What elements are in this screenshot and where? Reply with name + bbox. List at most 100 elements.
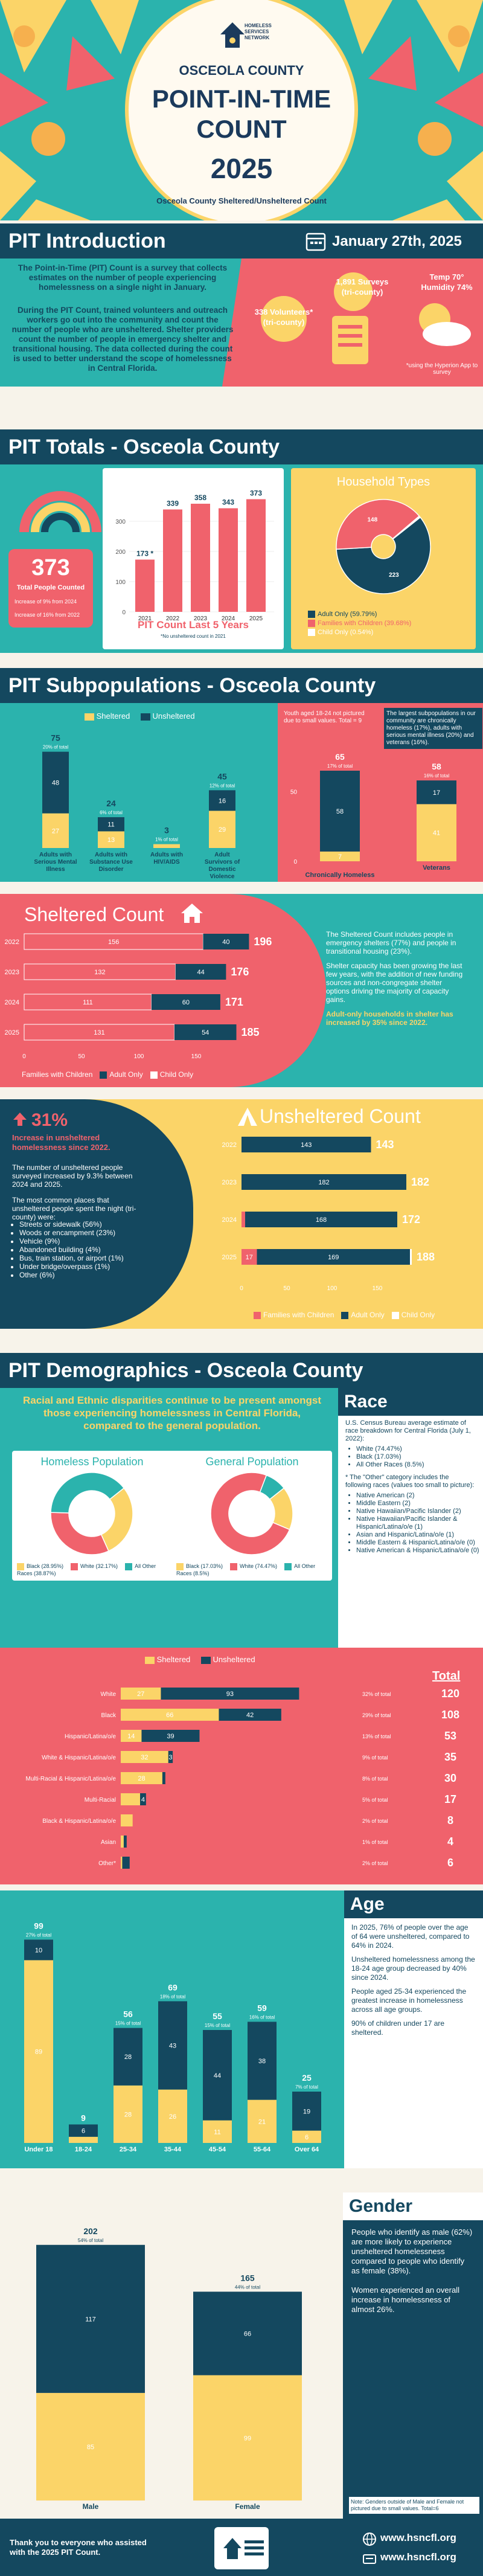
- sheltered-legend-item-text: Child Only: [159, 1070, 194, 1079]
- footer-url2[interactable]: www.hsncfl.org: [380, 2551, 456, 2563]
- title-line2: COUNT: [196, 115, 287, 143]
- race-bar-sheltered: [121, 1751, 168, 1763]
- category-label: 18-24: [75, 2146, 92, 2153]
- unsheltered-legend-item-swatch: [391, 1311, 399, 1319]
- unsheltered-legend-item: Adult Only: [341, 1311, 385, 1319]
- pit5-value-label: 173 *: [136, 550, 153, 558]
- bar-segment-unsheltered: [158, 2001, 187, 2090]
- hbar-segment-label: 169: [328, 1254, 339, 1261]
- bar-pct-label: 6% of total: [100, 810, 123, 815]
- race-bar-sheltered: [121, 1772, 162, 1784]
- hbar-segment-adult-only: [174, 1024, 237, 1040]
- segment-label: 117: [85, 2316, 96, 2323]
- youth-note: Youth aged 18-24 not pictured due to sma…: [284, 710, 365, 724]
- gender-panel: Gender People who identify as male (62%)…: [343, 2192, 483, 2519]
- gender-p1: People who identify as male (62%) are mo…: [351, 2228, 473, 2275]
- race-bar-sheltered: [121, 1709, 219, 1721]
- hbar-segment-adult-only: [151, 994, 220, 1010]
- bar-pct-label: 15% of total: [205, 2023, 230, 2028]
- hbar-total-label: 172: [402, 1213, 420, 1225]
- general-legend-item: All Other Races (8.5%): [176, 1563, 315, 1576]
- race-segment-label: 14: [127, 1733, 135, 1740]
- bar-segment-unsheltered: [69, 2124, 98, 2137]
- gender-p2: Women experienced an overall increase in…: [351, 2285, 459, 2314]
- race-segment-label: 32: [141, 1754, 148, 1761]
- homeless-legend-item: All Other Races (38.87%): [17, 1563, 156, 1576]
- race-pct-label: 29% of total: [362, 1712, 391, 1718]
- general-legend-item-text: All Other Races (8.5%): [176, 1563, 316, 1576]
- pit5-xtick: 2024: [222, 615, 235, 622]
- pit5-xtick: 2022: [166, 615, 180, 622]
- general-pop-slice: [210, 1472, 290, 1555]
- footer-url1[interactable]: www.hsncfl.org: [380, 2532, 456, 2543]
- hbar-total-label: 196: [254, 936, 272, 948]
- household-legend: Adult Only (59.79%) Families with Childre…: [308, 611, 418, 638]
- homeless-legend-item: Black (28.95%): [17, 1563, 64, 1570]
- pop-panel: Homeless Population General Population B…: [12, 1451, 332, 1581]
- sheltered-para1: The Sheltered Count includes people in e…: [326, 930, 456, 956]
- sheltered-legend-item: Adult Only: [100, 1070, 143, 1079]
- segment-label: 29: [219, 826, 226, 834]
- pit5-ytick: 100: [115, 579, 126, 586]
- bar-segment-unsheltered: [193, 2292, 302, 2375]
- pit5-bar: [135, 559, 155, 612]
- homeless-legend-item-text: Black (28.95%): [27, 1563, 64, 1570]
- category-label: Chronically Homeless: [305, 872, 375, 879]
- place-item: Bus, train station, or airport (1%): [19, 1254, 170, 1262]
- clipboard-icon: [332, 316, 368, 364]
- count-date: January 27th, 2025: [332, 233, 462, 249]
- race-total-label: 8: [447, 1814, 453, 1826]
- intro-section: The Point-in-Time (PIT) Count is a surve…: [0, 259, 483, 387]
- race-list-item: Black (17.03%): [356, 1453, 483, 1461]
- race-category-label: Black & Hispanic/Latina/o/e: [42, 1818, 116, 1825]
- intro-heading-bar: PIT Introduction January 27th, 2025: [0, 223, 483, 259]
- intro-para1: The Point-in-Time (PIT) Count is a surve…: [18, 263, 228, 292]
- race-legend-sheltered: Sheltered: [156, 1655, 191, 1664]
- race-bar-unsheltered: [140, 1793, 146, 1805]
- other-race-item: Middle Eastern & Hispanic/Latina/o/e (0): [356, 1539, 483, 1547]
- race-total-label: 6: [447, 1857, 453, 1869]
- place-item: Under bridge/overpass (1%): [19, 1262, 170, 1271]
- subpop-legend: Sheltered Unsheltered: [85, 711, 195, 721]
- race-pct-label: 8% of total: [362, 1776, 388, 1782]
- segment-label: 17: [433, 789, 440, 797]
- hbar-category-label: 2024: [222, 1216, 237, 1224]
- other-race-item: Asian and Hispanic/Latina/o/e (1): [356, 1531, 483, 1539]
- subpop-heading: PIT Subpopulations - Osceola County: [8, 674, 376, 697]
- household-legend-item-swatch: [308, 629, 315, 637]
- bar-segment-sheltered: [69, 2136, 98, 2143]
- race-legend-swatch-unsheltered: [200, 1656, 211, 1664]
- household-legend-item-swatch: [308, 611, 315, 618]
- sheltered-para2: Shelter capacity has been growing the la…: [326, 962, 463, 1004]
- race-total-label: 4: [447, 1836, 453, 1848]
- hbar-xtick: 0: [22, 1053, 26, 1060]
- race-bar-unsheltered: [141, 1730, 200, 1742]
- race-segment-label: 4: [141, 1796, 145, 1804]
- race-legend: Sheltered Unsheltered: [145, 1655, 255, 1664]
- pit5-value-label: 343: [222, 498, 234, 507]
- bar-total-label: 45: [217, 771, 227, 781]
- other-race-item: Native American & Hispanic/Latina/o/e (0…: [356, 1547, 483, 1555]
- general-legend-item-swatch: [176, 1563, 184, 1570]
- age-p4: 90% of children under 17 are sheltered.: [351, 2019, 445, 2037]
- segment-label: 6: [82, 2128, 85, 2135]
- race-category-label: Hispanic/Latina/o/e: [65, 1733, 116, 1740]
- race-category-label: Asian: [101, 1839, 116, 1846]
- general-legend-item-swatch: [230, 1563, 238, 1570]
- general-pop-legend: Black (17.03%) White (74.47%) All Other Ra…: [176, 1563, 330, 1576]
- other-para: * The "Other" category includes the foll…: [345, 1474, 475, 1489]
- bar-pct-label: 20% of total: [43, 745, 68, 750]
- surveys-badge-icon: [334, 272, 373, 311]
- hbar-xtick: 50: [283, 1285, 290, 1292]
- homeless-legend-item: White (32.17%): [71, 1563, 118, 1570]
- race-bar-sheltered: [121, 1836, 124, 1848]
- segment-label: 26: [169, 2113, 176, 2121]
- household-legend-item-swatch: [308, 620, 315, 628]
- intro-heading: PIT Introduction: [8, 230, 166, 252]
- race-total-label: 108: [441, 1709, 459, 1721]
- category-label: HIV/AIDS: [153, 859, 180, 866]
- bar-pct-label: 17% of total: [327, 763, 353, 769]
- race-bar-unsheltered: [161, 1688, 299, 1700]
